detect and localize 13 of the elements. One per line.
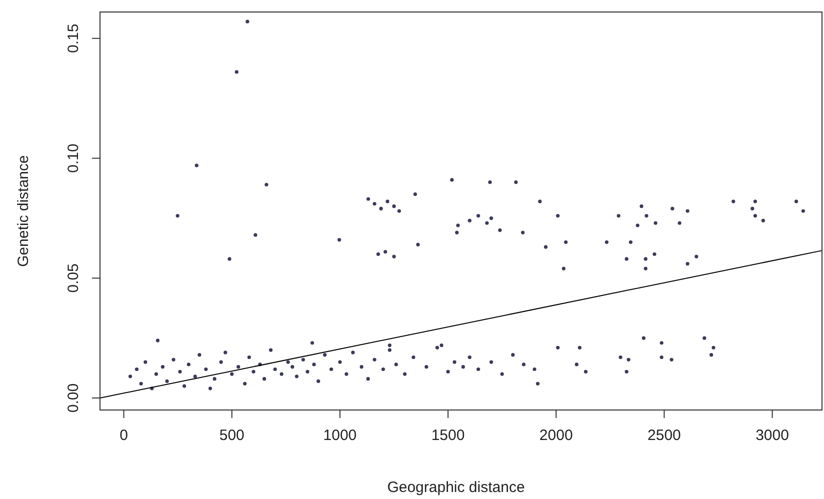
y-tick-label: 0.00: [65, 383, 82, 413]
x-tick-label: 500: [219, 427, 244, 444]
x-tick-label: 1500: [431, 427, 465, 444]
x-tick-label: 3000: [756, 427, 789, 444]
y-tick-label: 0.15: [65, 24, 82, 53]
x-tick-label: 0: [120, 427, 128, 444]
y-axis-title: Genetic distance: [15, 155, 32, 267]
y-tick-label: 0.10: [65, 144, 82, 173]
x-tick-label: 2500: [648, 427, 681, 444]
x-axis-title: Geographic distance: [387, 479, 525, 496]
y-tick-label: 0.05: [65, 264, 82, 293]
x-tick-label: 1000: [323, 427, 357, 444]
x-tick-label: 2000: [539, 427, 573, 444]
